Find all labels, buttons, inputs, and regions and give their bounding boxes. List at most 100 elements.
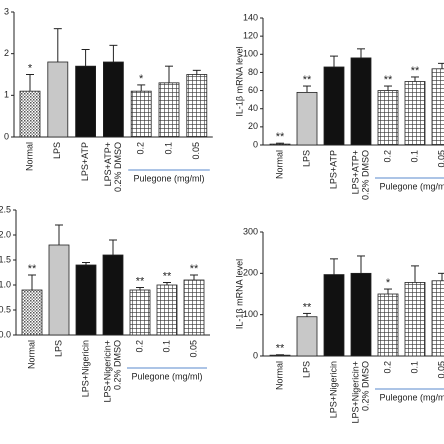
x-tick-label: 0.1 [409,361,419,374]
significance: ** [276,131,285,143]
x-tick-label: Normal [26,340,36,369]
group-label: Pulegone (mg/ml) [131,371,202,381]
bar [323,66,345,146]
y-tick-label: 2 [4,48,9,58]
significance: ** [303,301,312,313]
x-tick-label: LPS [301,361,311,378]
y-tick-label: 3 [4,6,9,16]
x-tick-label: LPS+Nigericin [328,361,338,418]
y-tick-label: 2.0 [0,229,11,239]
group-label: Pulegone (mg/ml) [379,181,444,191]
significance: * [386,277,391,289]
bar [156,284,178,336]
group-label: Pulegone (mg/ml) [133,173,204,183]
x-tick-label: 0.1 [161,340,171,353]
x-tick-label: 0.05 [436,361,444,379]
x-tick-label: 0.1 [163,142,173,155]
x-tick-label: 0.05 [188,340,198,358]
x-tick-label: 0.05 [191,142,201,160]
y-tick-label: 1.5 [0,254,11,264]
x-tick-label: Normal [274,150,284,179]
bar [296,91,318,146]
significance: ** [276,343,285,355]
x-tick-label: LPS+Nigericin+ [102,340,112,403]
y-tick-label: 0.0 [0,329,11,339]
x-tick-label: Normal [274,361,284,390]
bar [431,280,444,357]
y-tick-label: 0 [253,350,258,360]
x-tick-label: LPS [52,142,62,159]
x-tick-label: LPS [301,150,311,167]
bar [21,289,43,336]
bar [183,279,205,336]
significance: ** [163,270,172,282]
bar [103,61,124,138]
x-tick-label: 0.2 [134,340,144,353]
bar [130,90,152,138]
bar [404,81,426,146]
bar [158,82,180,138]
significance: ** [136,275,145,287]
bar [404,282,426,357]
x-tick-label: 0.2% DMSO [113,142,123,192]
bar [75,65,96,138]
x-tick-label: 0.05 [436,150,444,168]
bar [296,316,318,357]
y-tick-label: 100 [243,49,258,59]
y-tick-label: 300 [243,226,258,236]
y-tick-label: 120 [243,31,258,41]
bar [102,254,124,336]
significance: * [28,62,33,74]
x-tick-label: 0.2 [136,142,146,155]
bar [19,90,41,138]
x-tick-label: 0.1 [409,150,419,163]
y-tick-label: 80 [248,67,258,77]
y-tick-label: 1.0 [0,279,11,289]
x-tick-label: LPS+ATP [328,150,338,189]
y-tick-label: 0 [253,139,258,149]
bar [350,57,372,146]
x-tick-label: LPS+Nigericin+ [350,361,360,424]
significance: ** [411,65,420,77]
y-tick-label: 40 [248,103,258,113]
x-tick-label: LPS+ATP+ [350,150,360,194]
significance: ** [190,263,199,275]
bar [269,143,291,146]
bar [377,90,399,146]
x-tick-label: 0.2% DMSO [360,361,370,411]
y-tick-label: 20 [248,121,258,131]
x-tick-label: LPS+Nigericin [80,340,90,397]
bar [350,272,372,357]
bar [431,68,444,146]
y-tick-label: 100 [243,309,258,319]
bar [377,293,399,357]
group-label: Pulegone (mg/ml) [379,392,444,402]
x-tick-label: LPS [53,340,63,357]
bar [48,244,70,336]
bar [129,289,151,336]
y-tick-label: 2.5 [0,204,11,214]
bar [47,61,69,138]
x-tick-label: Normal [24,142,34,171]
y-tick-label: 140 [243,12,258,22]
x-tick-label: LPS+ATP [80,142,90,181]
bar [75,264,97,336]
x-tick-label: 0.2 [382,150,392,163]
y-axis-label: IL-1β mRNA level [234,46,244,116]
bar [186,74,208,138]
y-axis-label: IL-1β mRNA level [234,259,244,329]
x-tick-label: 0.2% DMSO [360,150,370,200]
significance: * [139,73,144,85]
significance: ** [28,263,37,275]
x-tick-label: 0.2 [382,361,392,374]
y-tick-label: 200 [243,268,258,278]
bar [269,354,291,357]
significance: ** [303,74,312,86]
y-tick-label: 0.5 [0,304,11,314]
x-tick-label: LPS+ATP+ [103,142,113,186]
y-tick-label: 0 [4,131,9,141]
y-tick-label: 1 [4,90,9,100]
y-tick-label: 60 [248,85,258,95]
bar [323,274,345,357]
